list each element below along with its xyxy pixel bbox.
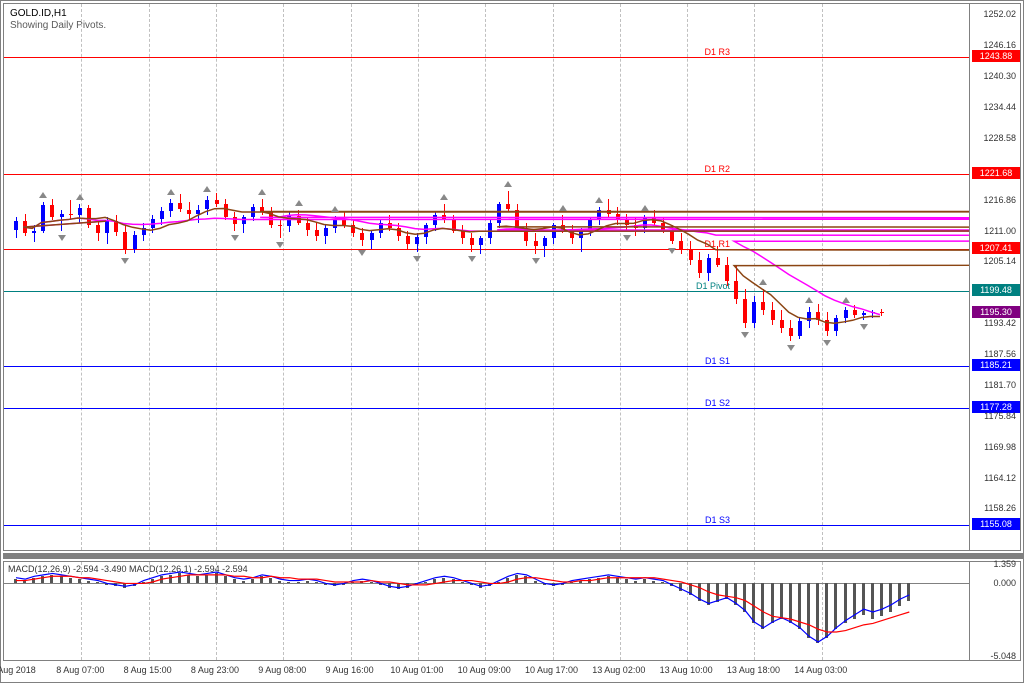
fractal-arrow — [39, 192, 47, 198]
macd-chart[interactable]: MACD(12,26,9) -2.594 -3.490 MACD(12,26,1… — [3, 561, 971, 661]
pivot-price-box: 1207.41 — [972, 242, 1020, 254]
fractal-arrow — [842, 297, 850, 303]
xtick: 9 Aug 08:00 — [258, 665, 306, 675]
pivot-price-box: 1155.08 — [972, 518, 1020, 530]
xtick: 7 Aug 2018 — [0, 665, 36, 675]
ytick: 1211.00 — [984, 226, 1016, 236]
xtick: 10 Aug 01:00 — [390, 665, 443, 675]
price-chart[interactable]: GOLD.ID,H1 Showing Daily Pivots. D1 R3D1… — [3, 3, 971, 551]
chart-separator[interactable] — [3, 553, 1023, 559]
ytick: 1175.84 — [984, 411, 1016, 421]
xtick: 8 Aug 07:00 — [56, 665, 104, 675]
fractal-arrow — [76, 194, 84, 200]
fractal-arrow — [121, 258, 129, 264]
xtick: 10 Aug 17:00 — [525, 665, 578, 675]
fractal-arrow — [295, 200, 303, 206]
fractal-arrow — [58, 235, 66, 241]
ytick: 1205.14 — [983, 256, 1016, 266]
xtick: 14 Aug 03:00 — [794, 665, 847, 675]
fractal-arrow — [504, 181, 512, 187]
macd-lines — [4, 562, 972, 662]
ytick: 1181.70 — [984, 380, 1016, 390]
fractal-arrow — [805, 297, 813, 303]
ytick: 1246.16 — [983, 40, 1016, 50]
macd-ytick: 0.000 — [993, 578, 1016, 588]
ytick: 1164.12 — [984, 473, 1016, 483]
macd-ytick: 1.359 — [993, 559, 1016, 569]
xtick: 9 Aug 16:00 — [326, 665, 374, 675]
pivot-price-box: 1243.88 — [972, 50, 1020, 62]
ma-overlay — [4, 4, 972, 552]
ytick: 1169.98 — [984, 442, 1016, 452]
fractal-arrow — [358, 250, 366, 256]
fractal-arrow — [741, 332, 749, 338]
fractal-arrow — [759, 279, 767, 285]
ytick: 1216.86 — [983, 195, 1016, 205]
fractal-arrow — [231, 235, 239, 241]
xtick: 8 Aug 15:00 — [124, 665, 172, 675]
fractal-arrow — [167, 189, 175, 195]
xtick: 10 Aug 09:00 — [458, 665, 511, 675]
fractal-arrow — [595, 197, 603, 203]
ytick: 1234.44 — [983, 102, 1016, 112]
pivot-price-box: 1185.21 — [972, 359, 1020, 371]
ytick: 1187.56 — [984, 349, 1016, 359]
pivot-price-box: 1221.68 — [972, 167, 1020, 179]
fractal-arrow — [203, 186, 211, 192]
time-xaxis: 7 Aug 2018 8 Aug 07:00 8 Aug 15:00 8 Aug 23… — [3, 663, 971, 681]
macd-ytick: -5.048 — [990, 651, 1016, 661]
fractal-arrow — [860, 324, 868, 330]
ytick: 1228.58 — [983, 133, 1016, 143]
fractal-arrow — [787, 345, 795, 351]
fractal-arrow — [823, 340, 831, 346]
xtick: 13 Aug 18:00 — [727, 665, 780, 675]
ytick: 1240.30 — [983, 71, 1016, 81]
fractal-arrow — [641, 205, 649, 211]
ytick: 1252.02 — [983, 9, 1016, 19]
xtick: 13 Aug 10:00 — [660, 665, 713, 675]
xtick: 13 Aug 02:00 — [592, 665, 645, 675]
fractal-arrow — [413, 256, 421, 262]
current-price-box: 1195.30 — [972, 306, 1020, 318]
fractal-arrow — [440, 194, 448, 200]
fractal-arrow — [258, 189, 266, 195]
fractal-arrow — [668, 248, 676, 254]
pivot-price-box: 1199.48 — [972, 284, 1020, 296]
chart-container: GOLD.ID,H1 Showing Daily Pivots. D1 R3D1… — [0, 0, 1024, 683]
fractal-arrow — [623, 235, 631, 241]
fractal-arrow — [331, 206, 339, 212]
price-yaxis: 1252.02 1246.16 1240.30 1234.44 1228.58 1216.… — [969, 3, 1021, 551]
fractal-arrow — [468, 256, 476, 262]
macd-yaxis: 1.359 0.000 -5.048 — [969, 561, 1021, 661]
fractal-arrow — [276, 242, 284, 248]
fractal-arrow — [559, 205, 567, 211]
ytick: 1158.26 — [984, 503, 1016, 513]
ytick: 1193.42 — [984, 318, 1016, 328]
xtick: 8 Aug 23:00 — [191, 665, 239, 675]
fractal-arrow — [532, 258, 540, 264]
